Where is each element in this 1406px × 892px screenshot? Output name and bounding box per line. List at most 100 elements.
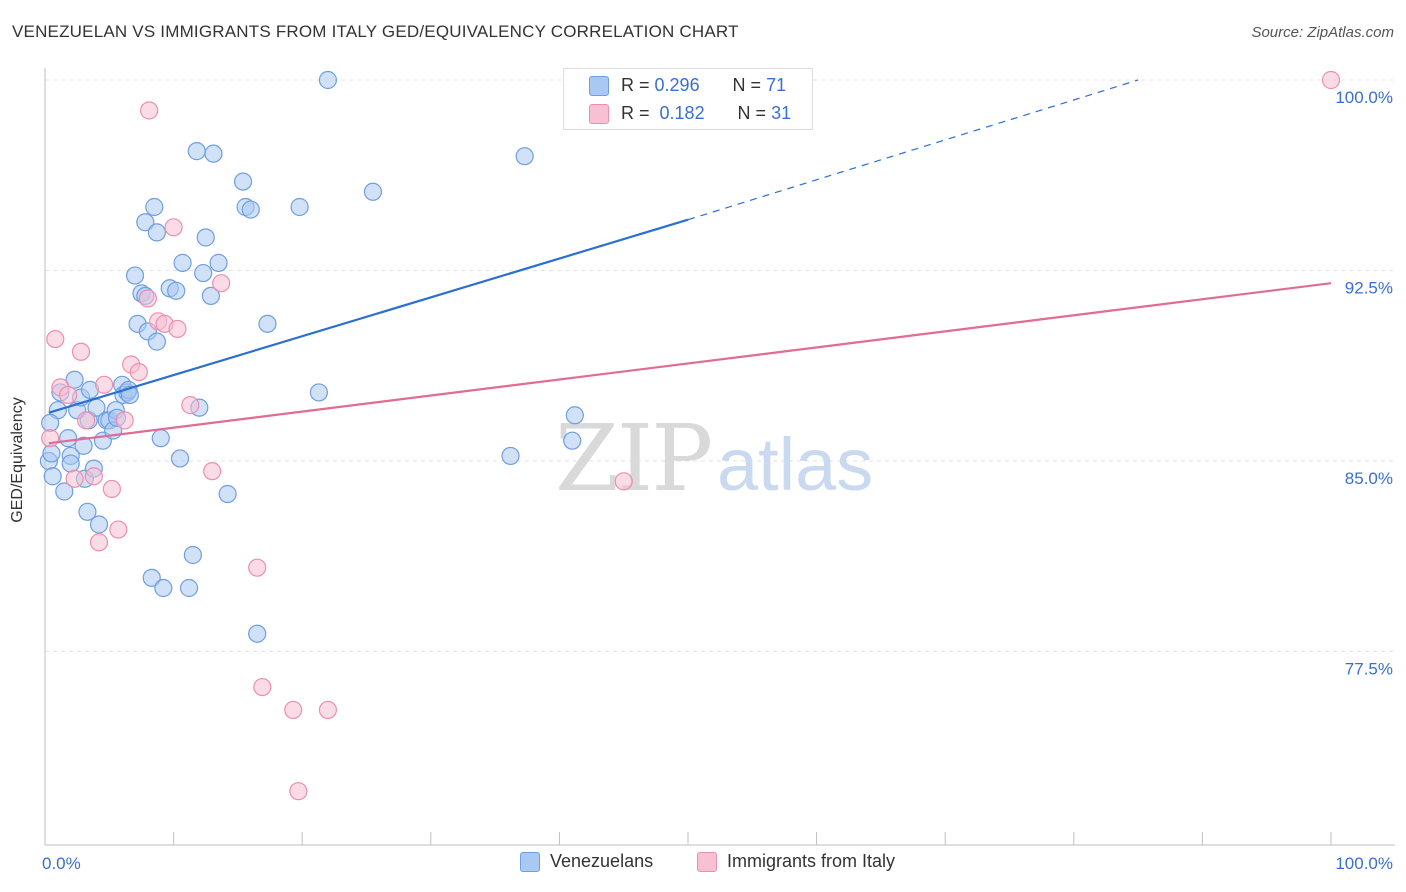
venezuelan-point xyxy=(74,436,93,455)
legend-row-venezuelans: R = 0.296 N = 71 xyxy=(589,75,786,96)
y-axis-label: GED/Equivalency xyxy=(9,397,26,523)
y-tick-label: 100.0% xyxy=(1335,88,1393,107)
italy-point xyxy=(89,533,109,552)
legend-r-label: R = xyxy=(621,103,650,123)
venezuelan-point xyxy=(290,197,309,217)
italy-point xyxy=(109,520,128,539)
venezuelan-point xyxy=(151,429,170,448)
venezuelan-point xyxy=(120,385,139,405)
venezuelan-point xyxy=(61,454,80,473)
italy-point xyxy=(168,319,187,339)
italy-point xyxy=(95,375,114,394)
venezuelan-point xyxy=(145,197,164,217)
y-tick-label: 77.5% xyxy=(1345,660,1393,679)
italy-point xyxy=(1321,70,1341,90)
venezuelan-point xyxy=(201,286,220,305)
legend-r-label: R = xyxy=(621,75,650,95)
legend-row-italy: R = 0.182 N = 31 xyxy=(589,103,791,124)
venezuelan-point xyxy=(42,444,61,463)
legend-r-value: 0.182 xyxy=(659,103,705,123)
italy-point xyxy=(318,700,338,720)
venezuelan-point xyxy=(59,429,78,448)
italy-point xyxy=(71,342,91,361)
venezuelan-point xyxy=(318,70,338,90)
venezuelan-point xyxy=(65,370,84,389)
legend-swatch-venezuelans xyxy=(589,75,609,96)
grid-layer xyxy=(45,79,1395,652)
legend-item-italy[interactable]: Immigrants from Italy xyxy=(697,851,895,872)
legend-label-italy: Immigrants from Italy xyxy=(727,851,896,871)
venezuelan-point xyxy=(136,213,155,232)
venezuelan-point xyxy=(173,253,192,272)
venezuelan-trend-extension xyxy=(687,79,1139,221)
venezuelan-point xyxy=(142,568,161,587)
italy-point xyxy=(59,385,78,405)
venezuelan-point xyxy=(167,281,186,300)
venezuelan-point xyxy=(89,515,109,534)
watermark: ZIP atlas xyxy=(555,405,873,512)
venezuelan-point xyxy=(309,383,329,402)
italy-point xyxy=(212,274,231,293)
italy-point xyxy=(115,411,134,430)
italy-point xyxy=(129,363,148,382)
venezuelan-point xyxy=(194,263,213,283)
italy-point xyxy=(203,462,222,481)
venezuelan-point xyxy=(125,266,145,285)
venezuelan-point xyxy=(501,446,520,466)
legend-swatch-italy xyxy=(697,851,717,872)
venezuelan-point xyxy=(154,578,173,598)
venezuelan-point xyxy=(241,200,260,219)
y-tick-label: 92.5% xyxy=(1345,279,1393,298)
x-tick-label: 100.0% xyxy=(1335,854,1393,873)
correlation-legend: R = 0.296 N = 71 R = 0.182 N = 31 xyxy=(563,68,813,130)
venezuelan-point xyxy=(565,406,584,425)
italy-point xyxy=(138,289,157,308)
trend-layer xyxy=(48,79,1332,445)
source-label: Source: ZipAtlas.com xyxy=(1251,24,1394,41)
italy-point xyxy=(140,101,159,120)
venezuelan-point xyxy=(258,314,277,333)
venezuelan-point xyxy=(563,431,582,450)
venezuelan-point xyxy=(233,172,253,191)
legend-item-venezuelans[interactable]: Venezuelans xyxy=(520,851,653,872)
watermark-atlas: atlas xyxy=(717,423,873,506)
legend-swatch-venezuelans xyxy=(520,851,540,872)
venezuelan-point xyxy=(204,144,223,163)
italy-point xyxy=(102,479,121,499)
legend-n-label: N = xyxy=(732,75,762,95)
venezuelan-point xyxy=(179,578,199,598)
italy-point xyxy=(164,218,183,237)
legend-n-label: N = xyxy=(737,103,767,123)
italy-point xyxy=(289,782,308,801)
venezuelan-point xyxy=(187,142,206,161)
legend-label-venezuelans: Venezuelans xyxy=(550,851,654,871)
italy-point xyxy=(614,472,633,491)
x-tick-label: 0.0% xyxy=(42,854,81,873)
points-layer xyxy=(39,70,1341,801)
italy-point xyxy=(248,558,267,577)
watermark-zip: ZIP xyxy=(555,405,711,512)
y-tick-label: 85.0% xyxy=(1345,469,1393,488)
tick-label-layer: 100.0% 92.5% 85.0% 77.5% 0.0% 100.0% xyxy=(42,88,1393,873)
venezuelan-point xyxy=(363,182,383,201)
series-legend: Venezuelans Immigrants from Italy xyxy=(0,851,1406,877)
legend-n-value: 31 xyxy=(771,103,792,123)
venezuelan-point xyxy=(43,467,62,486)
venezuelan-trend-line xyxy=(48,218,689,414)
venezuelan-point xyxy=(248,624,267,643)
italy-point xyxy=(284,700,303,720)
venezuelan-point xyxy=(183,545,202,565)
venezuelan-point xyxy=(78,502,97,521)
legend-swatch-italy xyxy=(589,103,609,124)
venezuelan-point xyxy=(515,147,534,166)
venezuelan-point xyxy=(55,482,74,501)
italy-point xyxy=(77,411,96,430)
venezuelan-point xyxy=(147,223,166,242)
italy-point xyxy=(181,396,200,415)
venezuelan-point xyxy=(218,484,237,504)
italy-point xyxy=(253,677,272,697)
venezuelan-point xyxy=(147,332,166,351)
italy-point xyxy=(46,329,65,349)
venezuelan-point xyxy=(209,253,228,272)
